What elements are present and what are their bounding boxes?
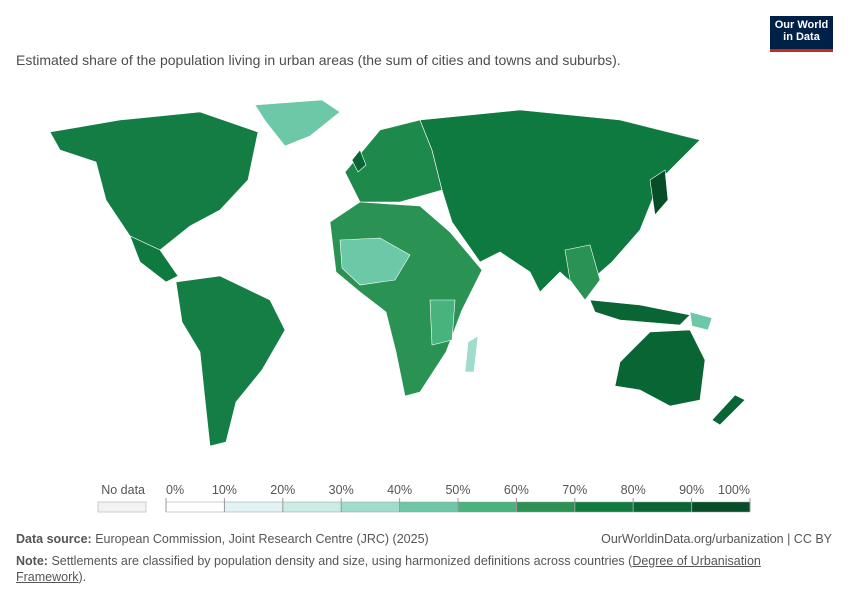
legend: No data 0% 10% 20% 30% 40% 50% 60% 70% 80% 90% 100… xyxy=(97,483,751,513)
legend-tick-label: 100% xyxy=(718,483,750,497)
australia[interactable] xyxy=(614,329,706,407)
logo-line: in Data xyxy=(783,31,820,43)
japan[interactable] xyxy=(649,169,669,216)
source: Data source: European Commission, Joint … xyxy=(16,532,429,546)
legend-tick-label: 10% xyxy=(212,483,237,497)
legend-bin xyxy=(632,501,692,513)
legend-tick-label: 70% xyxy=(562,483,587,497)
legend-bin xyxy=(340,501,400,513)
logo[interactable]: Our World in Data xyxy=(770,16,833,52)
legend-tick-label: 40% xyxy=(387,483,412,497)
south-america[interactable] xyxy=(175,275,286,447)
subtitle: Estimated share of the population living… xyxy=(16,52,621,68)
southeast-asia[interactable] xyxy=(564,244,601,301)
new-zealand[interactable] xyxy=(711,394,746,426)
legend-tick-label: 20% xyxy=(270,483,295,497)
note: Note: Settlements are classified by popu… xyxy=(16,553,796,585)
greenland[interactable] xyxy=(254,99,341,147)
legend-bin xyxy=(516,501,576,513)
source-label: Data source: xyxy=(16,532,92,546)
no-data-swatch xyxy=(97,501,147,513)
url[interactable]: OurWorldinData.org/urbanization | CC BY xyxy=(601,532,832,546)
legend-tick-label: 50% xyxy=(445,483,470,497)
logo-line: Our World xyxy=(774,19,829,31)
north-america[interactable] xyxy=(49,111,259,251)
legend-tick-label: 0% xyxy=(166,483,184,497)
legend-tick-label: 60% xyxy=(504,483,529,497)
madagascar[interactable] xyxy=(464,335,479,373)
legend-tick-label: 80% xyxy=(621,483,646,497)
note-end: ). xyxy=(78,570,87,584)
legend-bin xyxy=(574,501,634,513)
legend-bin xyxy=(224,501,284,513)
papua[interactable] xyxy=(689,311,713,331)
legend-bin xyxy=(282,501,342,513)
legend-bin xyxy=(165,501,225,513)
legend-bin xyxy=(399,501,459,513)
legend-bin xyxy=(691,501,751,513)
source-text: European Commission, Joint Research Cent… xyxy=(95,532,429,546)
africa-west[interactable] xyxy=(339,237,411,286)
africa-east[interactable] xyxy=(429,299,456,346)
indonesia[interactable] xyxy=(589,299,691,326)
note-text: Settlements are classified by population… xyxy=(51,554,633,568)
legend-tick-label: 90% xyxy=(679,483,704,497)
asia[interactable] xyxy=(419,109,701,293)
no-data-label: No data xyxy=(101,483,145,497)
note-link[interactable]: Degree of Urbanisation Framework xyxy=(16,554,761,584)
legend-bin xyxy=(457,501,517,513)
central-america[interactable] xyxy=(129,235,179,283)
uk[interactable] xyxy=(351,149,367,173)
note-label: Note: xyxy=(16,554,48,568)
legend-tick-label: 30% xyxy=(329,483,354,497)
